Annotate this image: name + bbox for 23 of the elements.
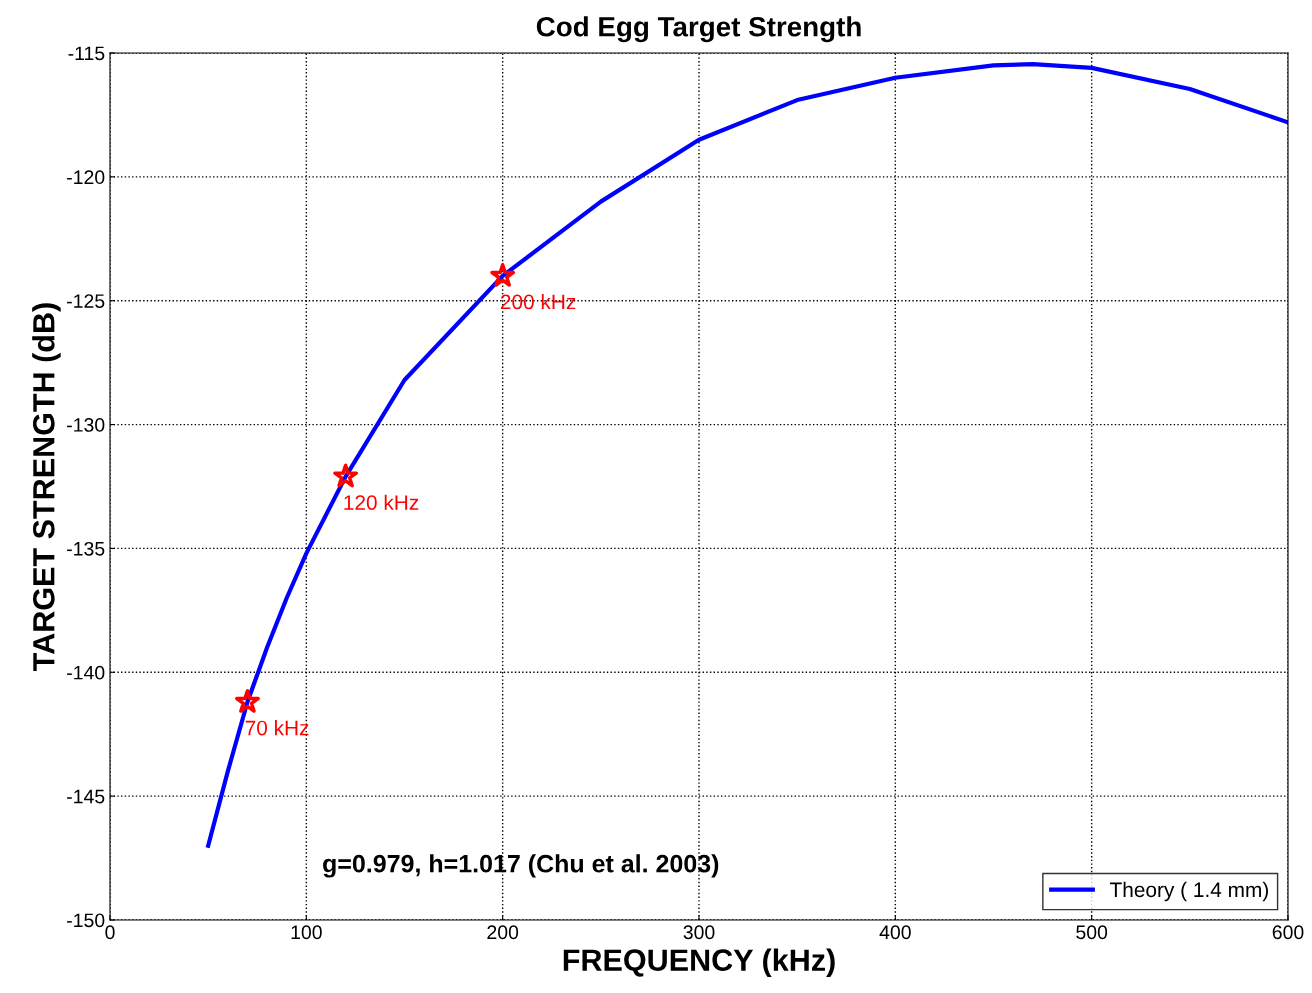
legend-label: Theory ( 1.4 mm) <box>1109 881 1268 902</box>
annotation: g=0.979, h=1.017 (Chu et al. 2003) <box>323 854 719 878</box>
annotation: 120 kHz <box>344 494 419 510</box>
y-tick-label: -125 <box>67 294 105 308</box>
annotation: 70 kHz <box>245 720 309 736</box>
y-tick-label: -115 <box>68 46 105 61</box>
x-tick-label: 300 <box>683 925 715 940</box>
y-tick-label: -130 <box>67 418 105 432</box>
x-axis-title: FREQUENCY (kHz) <box>563 948 835 978</box>
y-tick-label: -150 <box>67 913 105 928</box>
x-tick-label: 400 <box>879 925 911 940</box>
x-tick-label: 0 <box>105 925 115 940</box>
annotation: 200 kHz <box>500 294 576 310</box>
x-tick-label: 500 <box>1076 925 1108 940</box>
x-tick-label: 200 <box>487 925 519 940</box>
y-tick-label: -145 <box>67 789 105 804</box>
y-tick-label: -140 <box>67 665 105 680</box>
x-tick-label: 600 <box>1272 925 1304 940</box>
y-tick-label: -120 <box>67 170 105 185</box>
y-axis-title: TARGET STRENGTH (dB) <box>32 303 61 671</box>
y-tick-label: -135 <box>67 541 105 556</box>
x-tick-label: 100 <box>291 925 322 940</box>
chart-title: Cod Egg Target Strength <box>536 16 861 43</box>
